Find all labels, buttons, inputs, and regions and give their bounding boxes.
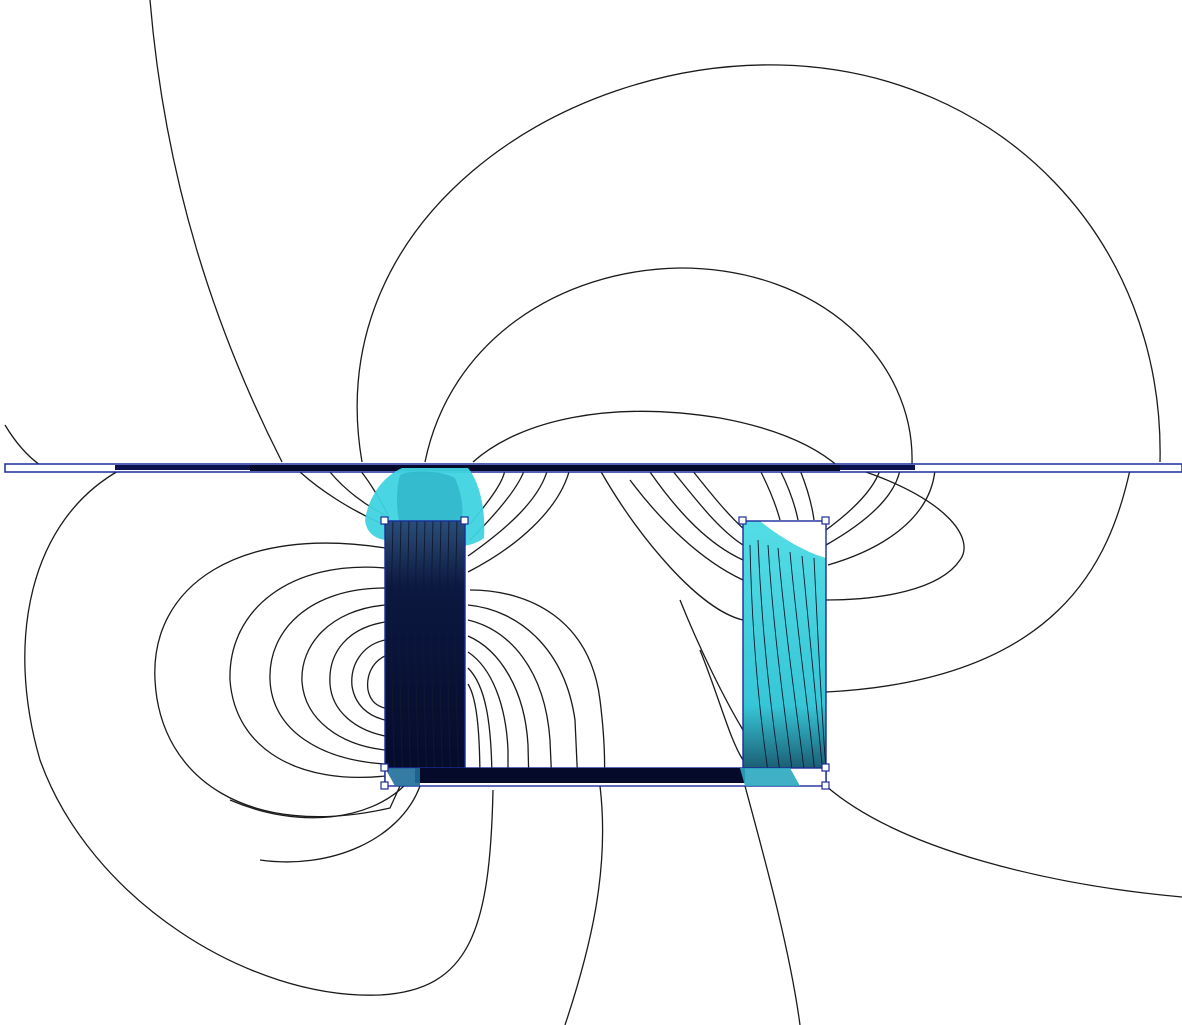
field-line [24, 469, 494, 996]
field-line [825, 469, 901, 546]
field-lines-left-loops [154, 469, 421, 863]
core-corner-left [385, 768, 420, 786]
field-line [229, 566, 386, 778]
field-line [799, 469, 815, 521]
right-leg-field-lines [749, 539, 826, 785]
field-line [424, 267, 913, 465]
field-line [469, 589, 606, 787]
field-line [259, 785, 421, 863]
field-line [467, 619, 553, 787]
field-line [229, 784, 406, 819]
core-corner-right [740, 768, 800, 786]
field-line [825, 469, 881, 531]
field-line [827, 469, 936, 566]
field-lines-right [759, 469, 936, 566]
node [380, 516, 389, 525]
node [738, 516, 747, 525]
field-line [366, 655, 386, 709]
field-line [759, 469, 781, 521]
field-line [467, 635, 530, 787]
left-leg-field-lines [391, 521, 460, 785]
field-line [691, 469, 746, 531]
field-line [699, 649, 744, 761]
field-line [599, 469, 744, 621]
field-line [467, 667, 493, 787]
field-lines-gap [467, 467, 746, 787]
field-line [467, 467, 571, 573]
field-line [629, 479, 744, 581]
node [460, 516, 469, 525]
field-line [4, 424, 41, 466]
flux-hotspot-left-inner [397, 471, 463, 525]
field-line [467, 604, 579, 787]
node [821, 516, 830, 525]
field-line [671, 469, 744, 546]
right-core-leg [742, 520, 827, 786]
field-line [154, 542, 401, 818]
geometry-nodes [380, 516, 830, 790]
field-line [744, 785, 801, 1025]
field-line [329, 621, 386, 737]
field-line [351, 639, 386, 721]
field-line [825, 785, 1182, 898]
field-line [779, 469, 799, 521]
left-leg-body [385, 521, 465, 785]
core-base-flux [415, 768, 745, 783]
node [380, 763, 389, 772]
field-line [649, 471, 744, 561]
field-line [301, 604, 386, 751]
left-core-leg [384, 520, 466, 786]
field-line [467, 651, 509, 786]
field-line [472, 410, 841, 469]
node [821, 781, 830, 790]
field-line [564, 785, 604, 1025]
field-line [356, 64, 1161, 463]
field-lines-outer [4, 0, 1182, 1025]
plate-flux-core [250, 465, 840, 471]
field-line [825, 469, 1131, 693]
node [821, 763, 830, 772]
field-line [679, 599, 744, 731]
field-line [149, 0, 283, 463]
field-line [269, 587, 386, 765]
plate [4, 463, 1182, 473]
node [380, 781, 389, 790]
core-base [384, 767, 827, 787]
field-line [467, 467, 549, 557]
